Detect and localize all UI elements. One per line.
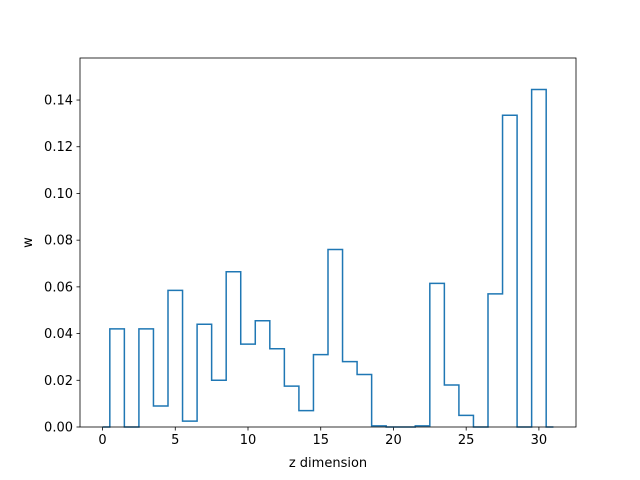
y-tick-label: 0.00 [44,421,73,436]
x-tick-label: 25 [458,433,475,448]
y-tick-label: 0.14 [44,94,73,109]
y-tick-label: 0.12 [44,140,73,155]
x-tick-label: 5 [171,433,179,448]
x-tick-label: 20 [385,433,402,448]
y-tick-label: 0.04 [44,327,73,342]
x-axis-label: z dimension [289,456,367,471]
y-tick-label: 0.06 [44,280,73,295]
x-tick-label: 15 [312,433,329,448]
y-tick-label: 0.10 [44,187,73,202]
ticks: 0 5 10 15 20 25 30 0.00 0.02 0.04 0.06 0.08 0.10 0.12… [44,94,547,448]
y-tick-label: 0.02 [44,374,73,389]
x-tick-label: 10 [240,433,257,448]
axes-frame [79,57,577,428]
y-axis-label: w [21,237,36,248]
x-tick-label: 30 [531,433,548,448]
y-tick-label: 0.08 [44,234,73,249]
x-tick-label: 0 [98,433,106,448]
